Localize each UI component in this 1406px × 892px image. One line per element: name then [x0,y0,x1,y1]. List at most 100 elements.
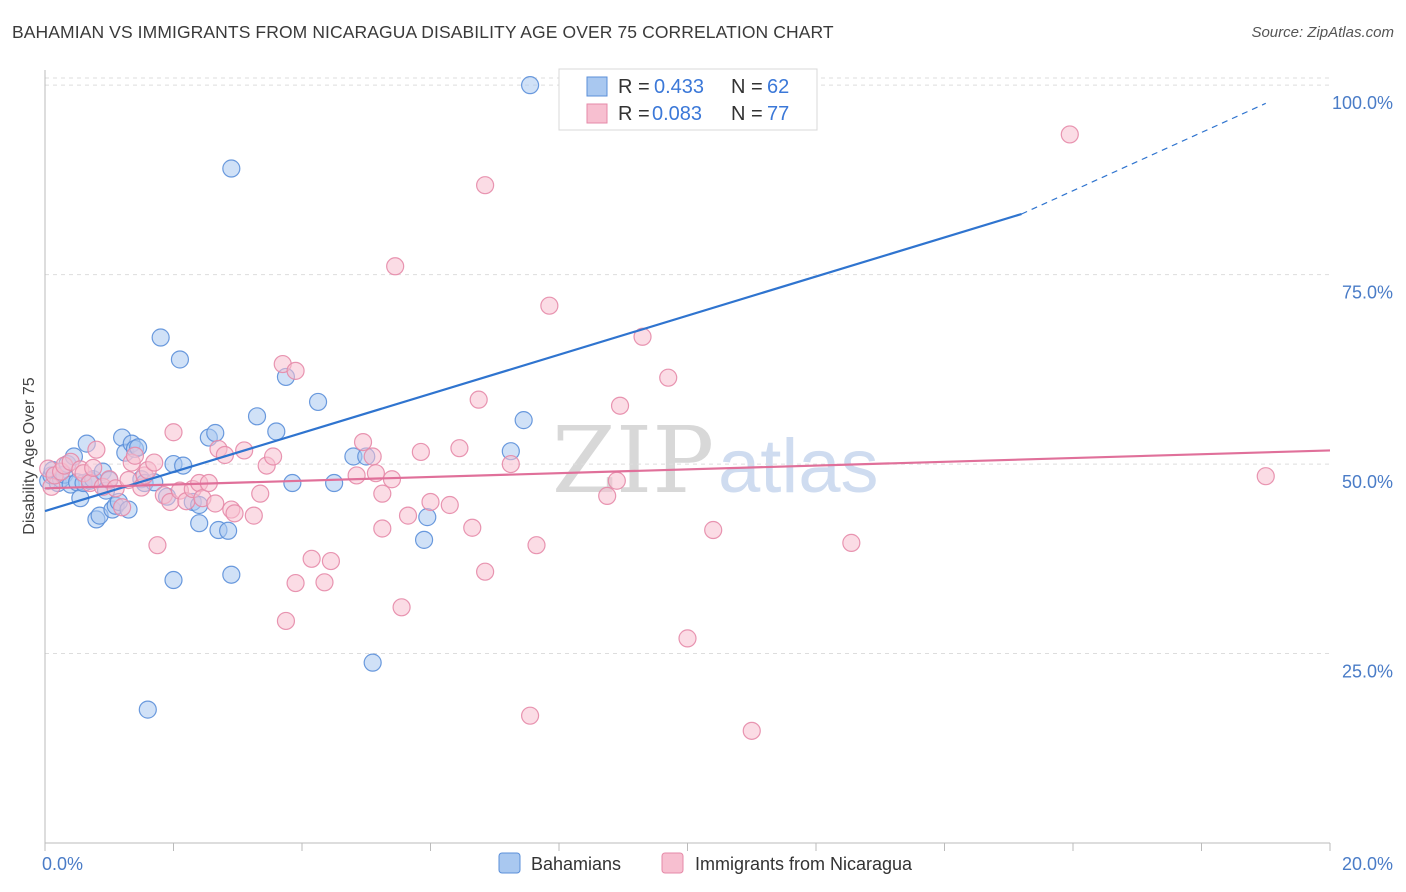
trend-line-nicaragua [44,449,1331,490]
point-nicaragua-62 [450,439,469,458]
point-nicaragua-71 [598,486,617,506]
point-nicaragua-69 [527,536,546,555]
point-nicaragua-49 [347,466,366,485]
point-nicaragua-56 [386,257,405,276]
point-nicaragua-57 [392,598,411,617]
point-bahamians-43 [206,423,225,443]
legend-n-label-2: N = [731,103,763,125]
point-nicaragua-25 [164,423,183,442]
point-nicaragua-79 [842,533,861,552]
series-legend-label-nicaragua: Immigrants from Nicaragua [695,854,913,874]
chart-source: Source: ZipAtlas.com [1251,24,1394,41]
series-legend-swatch-blue [498,852,521,874]
point-nicaragua-70 [540,296,559,315]
point-nicaragua-41 [263,447,283,466]
point-nicaragua-75 [659,368,678,387]
point-bahamians-52 [308,392,328,412]
point-bahamians-40 [190,514,209,533]
point-bahamians-37 [170,350,190,369]
trend-lines [44,102,1331,513]
point-bahamians-58 [418,508,437,527]
point-bahamians-61 [520,76,540,95]
series-legend: Bahamians Immigrants from Nicaragua [498,852,913,874]
point-nicaragua-76 [678,629,697,648]
point-nicaragua-32 [206,494,225,513]
point-bahamians-31 [138,700,157,719]
x-tick-label-min: 0.0% [42,854,83,874]
point-nicaragua-17 [125,446,145,465]
series-legend-swatch-pink [661,852,684,874]
point-nicaragua-58 [398,506,418,525]
point-nicaragua-59 [411,442,430,462]
point-nicaragua-66 [476,562,495,581]
point-nicaragua-67 [501,454,520,474]
trend-line-bahamians [44,212,1022,513]
legend-r-value-2: 0.083 [652,103,702,125]
y-axis-title: Disability Age Over 75 [21,377,38,535]
point-bahamians-33 [151,328,170,347]
point-nicaragua-68 [520,706,540,725]
point-nicaragua-81 [1256,467,1275,486]
point-nicaragua-22 [148,536,167,555]
correlation-legend: R = 0.433 N = 62 R = 0.083 N = 77 [558,68,818,131]
legend-n-value-2: 77 [767,103,789,125]
legend-n-label-1: N = [731,76,763,98]
y-tick-label-50: 50.0% [1342,472,1393,492]
legend-swatch-blue [586,76,608,97]
point-nicaragua-51 [363,447,382,466]
point-nicaragua-61 [440,495,459,515]
y-tick-label-100: 100.0% [1332,93,1393,113]
point-nicaragua-78 [742,721,761,740]
point-nicaragua-72 [607,471,626,490]
point-nicaragua-48 [321,551,341,571]
y-tick-label-25: 25.0% [1342,662,1393,682]
point-nicaragua-34 [215,445,234,465]
watermark-zip: ZIP [552,407,714,514]
point-nicaragua-65 [476,176,495,195]
point-nicaragua-46 [302,549,321,568]
point-bahamians-51 [283,473,302,493]
point-nicaragua-13 [106,479,125,498]
point-nicaragua-36 [225,504,244,523]
legend-r-value-1: 0.433 [654,76,704,98]
point-bahamians-60 [514,411,533,430]
trend-line-bahamians-extension [1021,102,1266,215]
point-bahamians-46 [222,565,241,584]
series-legend-label-bahamians: Bahamians [531,854,621,874]
point-nicaragua-44 [286,361,305,380]
point-nicaragua-77 [704,520,723,540]
point-nicaragua-54 [373,484,392,503]
point-bahamians-57 [414,530,434,549]
point-nicaragua-64 [469,390,488,409]
y-tick-labels: 25.0% 50.0% 75.0% 100.0% [1332,93,1393,681]
point-nicaragua-60 [421,492,440,512]
point-bahamians-45 [219,521,238,540]
point-bahamians-56 [363,653,382,672]
x-tick-label-max: 20.0% [1342,854,1393,874]
point-nicaragua-53 [373,519,392,538]
point-nicaragua-47 [315,573,334,592]
point-nicaragua-10 [87,440,106,459]
nicaragua-points [39,125,1275,740]
point-bahamians-48 [247,407,267,426]
point-nicaragua-43 [276,611,296,631]
point-bahamians-47 [222,159,241,178]
point-nicaragua-39 [251,484,270,503]
axes [44,70,1331,851]
legend-r-label-1: R = [618,76,650,98]
point-bahamians-49 [267,422,286,441]
chart-title: BAHAMIAN VS IMMIGRANTS FROM NICARAGUA DI… [12,22,834,42]
point-nicaragua-21 [145,453,164,472]
point-nicaragua-14 [112,498,132,517]
point-nicaragua-9 [84,458,103,477]
legend-r-label-2: R = [618,103,650,125]
point-nicaragua-50 [353,433,373,452]
point-bahamians-53 [325,473,344,493]
point-nicaragua-38 [244,506,263,525]
point-nicaragua-63 [463,518,482,537]
point-nicaragua-80 [1060,125,1079,144]
point-nicaragua-45 [286,573,305,593]
point-bahamians-36 [164,570,183,590]
legend-swatch-pink [586,103,608,124]
